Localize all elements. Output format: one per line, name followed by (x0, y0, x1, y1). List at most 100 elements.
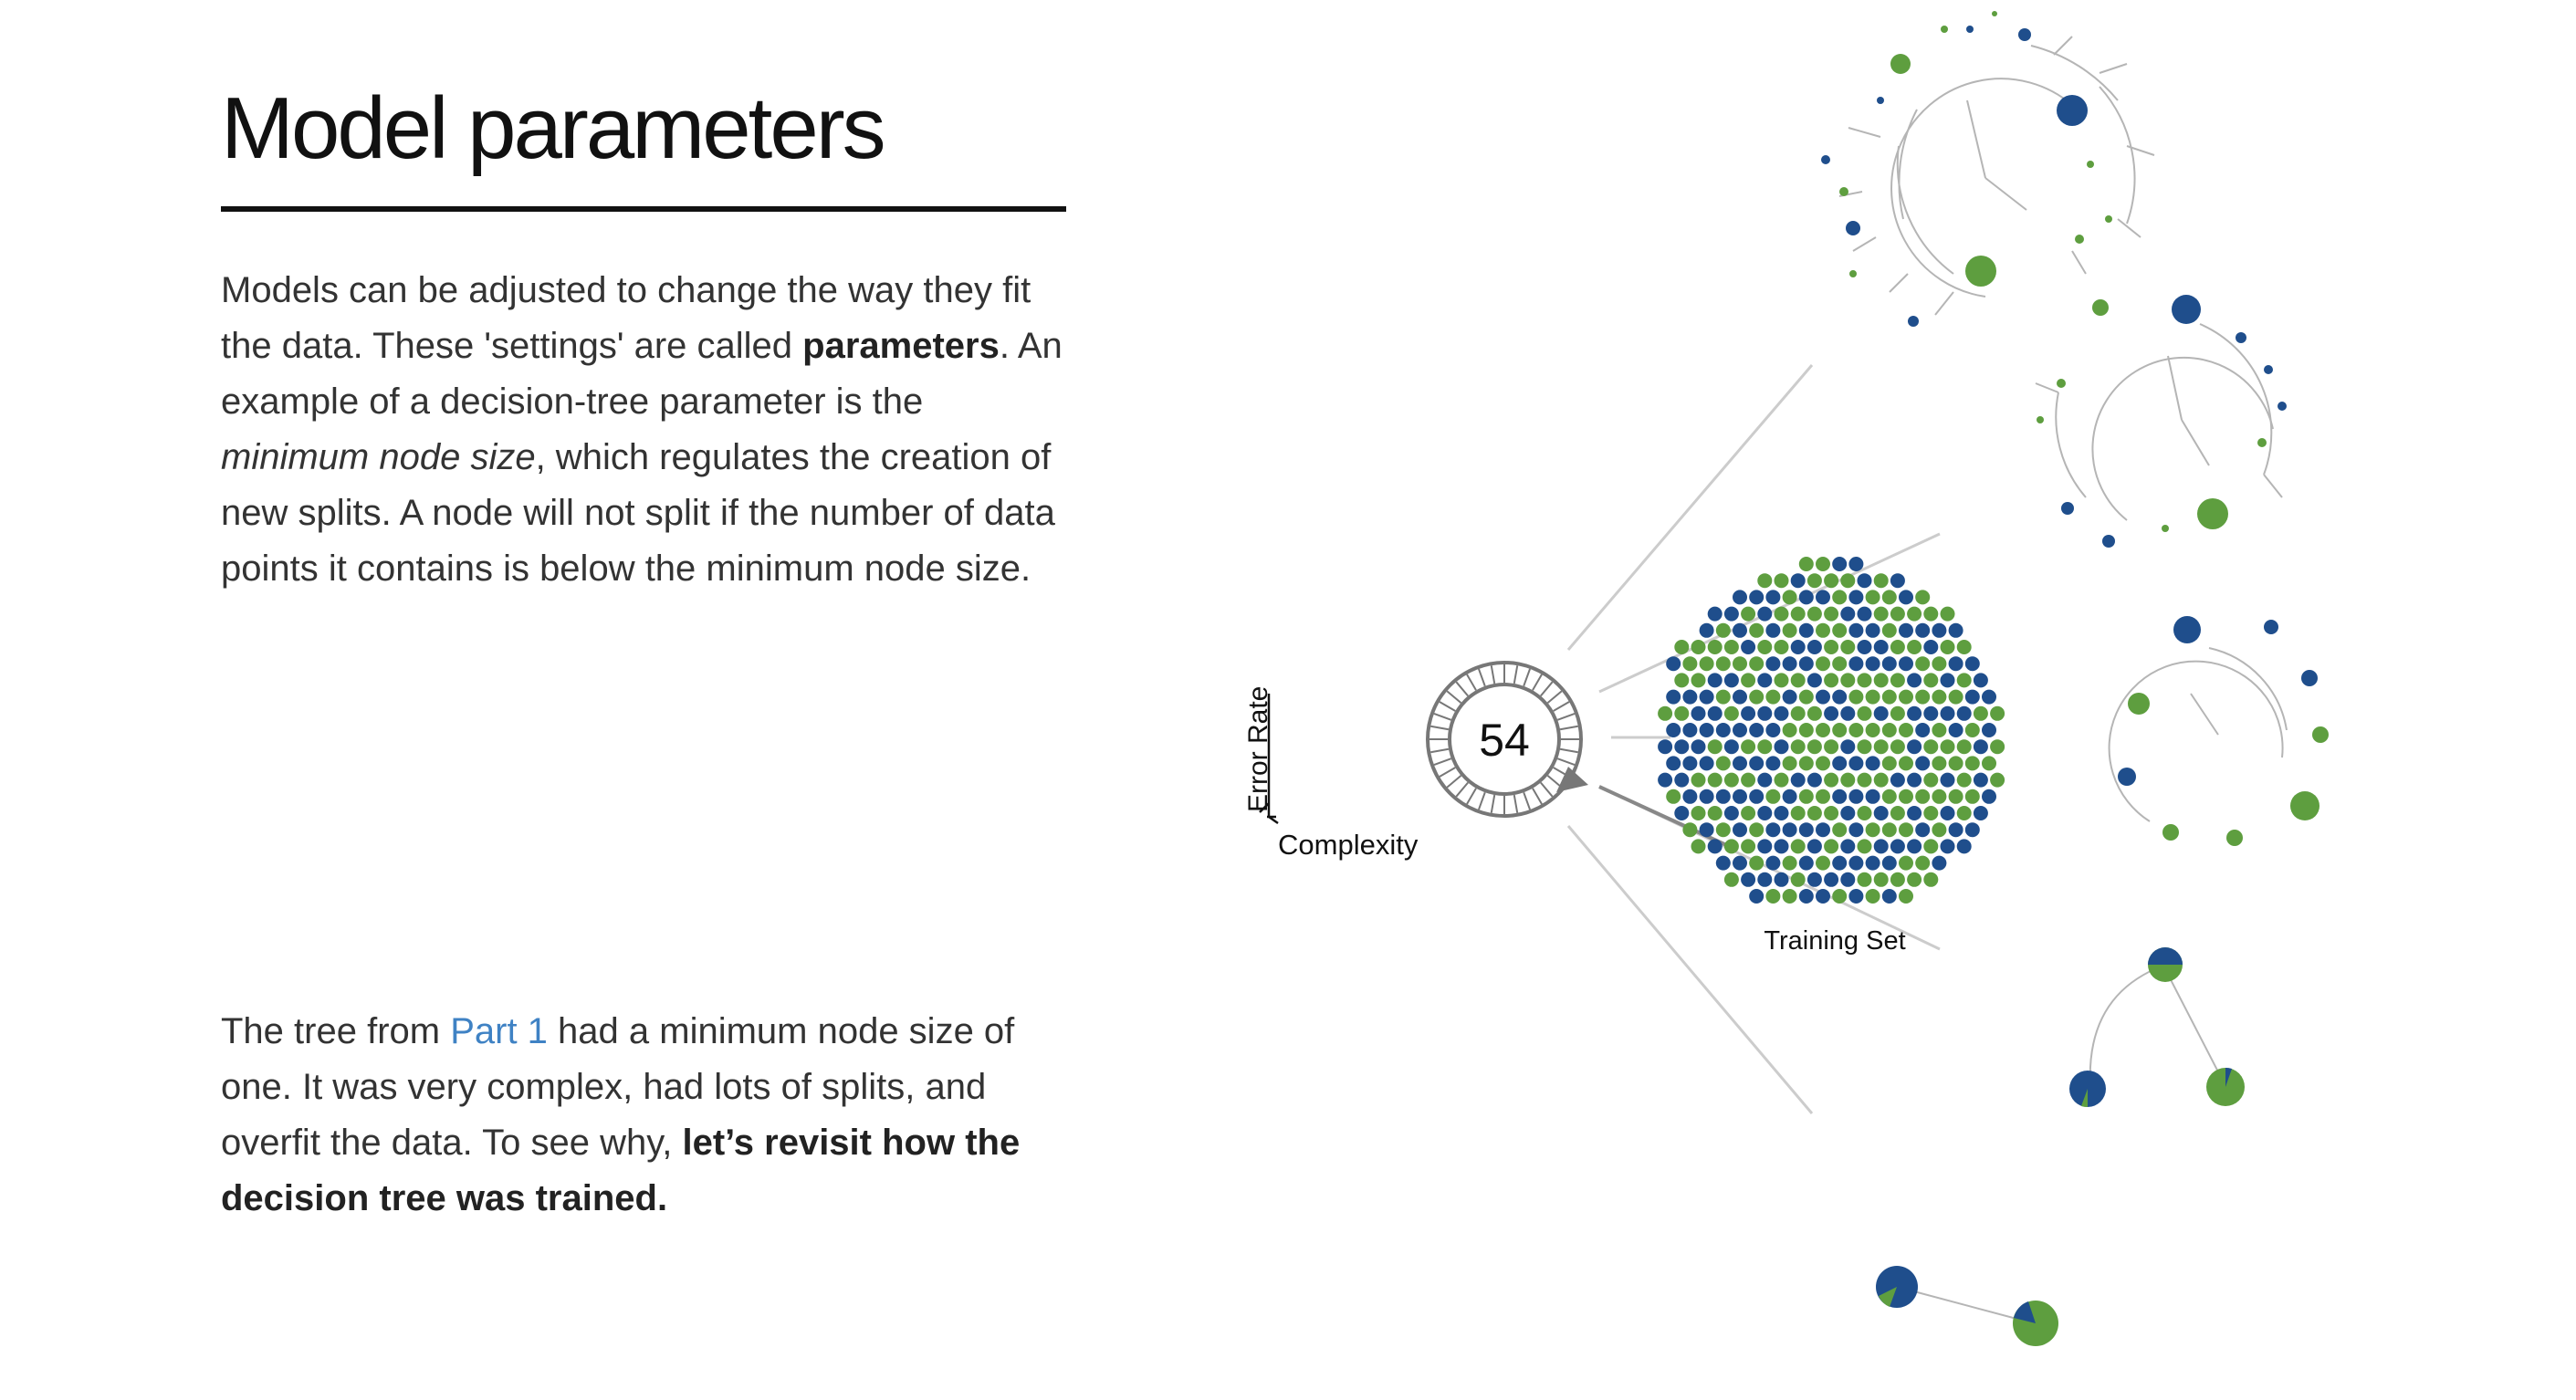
dial-tick (1513, 794, 1519, 813)
training-point (1741, 872, 1756, 887)
training-point (1715, 723, 1731, 737)
training-point (1948, 756, 1963, 771)
training-point (1674, 772, 1690, 788)
dial-outer-ring (1426, 661, 1583, 818)
dial-tick (1439, 767, 1456, 778)
training-point (1848, 689, 1864, 705)
leaf-node (2018, 28, 2031, 41)
training-point (1964, 656, 1980, 672)
training-point (1848, 723, 1864, 737)
training-point (1682, 689, 1698, 705)
training-point (1907, 806, 1922, 820)
training-point (1798, 656, 1814, 672)
intro-text-1: Models can be adjusted to change the way… (221, 270, 1031, 366)
training-point (1824, 573, 1839, 589)
root-node-slice (2148, 947, 2183, 965)
dial-tick (1490, 665, 1496, 684)
training-point (1940, 739, 1955, 755)
training-point (1674, 705, 1690, 721)
revisit-paragraph: The tree from Part 1 had a minimum node … (221, 1004, 1079, 1227)
training-point (1982, 689, 1996, 705)
tree-large (1838, 36, 2155, 316)
error-rate-label: Error Rate (1243, 686, 1273, 812)
training-point (1774, 839, 1789, 854)
dial-tick (1430, 747, 1450, 754)
training-point (1806, 673, 1822, 688)
tree-stump (1876, 1266, 2058, 1346)
training-point (1782, 656, 1797, 672)
training-point (1923, 806, 1939, 820)
training-point (1733, 622, 1747, 638)
training-point (1915, 590, 1931, 605)
training-point (1723, 640, 1739, 654)
dial-tick (1430, 725, 1450, 731)
training-point (1749, 855, 1764, 871)
training-point (1915, 689, 1931, 705)
training-point (1832, 689, 1848, 705)
training-point (1774, 573, 1789, 589)
training-point (1956, 772, 1972, 788)
leaf-node (2102, 535, 2115, 548)
training-point (1873, 806, 1889, 820)
training-point (1848, 789, 1864, 804)
dial-tick (1455, 681, 1469, 697)
training-point (1923, 872, 1939, 887)
training-point (1932, 656, 1947, 672)
training-point (1915, 656, 1931, 672)
leaf-node (2162, 525, 2169, 532)
training-point (1782, 789, 1797, 804)
training-point (1915, 622, 1931, 638)
training-point (1915, 822, 1931, 838)
training-point (1857, 705, 1872, 721)
training-point (1765, 889, 1781, 904)
training-point (1666, 656, 1681, 672)
dial-tick (1546, 690, 1563, 704)
revisit-text-2: had a minimum node size of one. It was v… (221, 1011, 1015, 1163)
training-point (1899, 590, 1913, 605)
training-point (1857, 839, 1872, 854)
parameters-term: parameters (802, 326, 1000, 366)
tree-medium (2035, 323, 2283, 521)
training-point (1907, 772, 1922, 788)
training-point (1733, 756, 1747, 771)
training-point (1699, 622, 1714, 638)
training-set-dots (1658, 557, 2005, 904)
training-point (1806, 606, 1822, 622)
leaf-node-slice (2081, 1089, 2088, 1108)
dial-tick (1433, 713, 1452, 721)
training-point (1723, 705, 1739, 721)
intro-text-2: . An example of a decision-tree paramete… (221, 326, 1063, 422)
training-point (1873, 673, 1889, 688)
training-point (1816, 557, 1830, 571)
training-point (1798, 590, 1814, 605)
training-point (1899, 723, 1913, 737)
training-point (1733, 822, 1747, 838)
dial-tick (1446, 775, 1462, 789)
training-point (1881, 822, 1897, 838)
part-1-link[interactable]: Part 1 (450, 1011, 548, 1051)
training-point (1733, 723, 1747, 737)
training-point (1691, 705, 1706, 721)
training-point (1790, 739, 1806, 755)
training-point (1765, 822, 1781, 838)
training-point (1956, 705, 1972, 721)
training-point (1964, 689, 1980, 705)
training-point (1890, 772, 1905, 788)
training-point (1699, 756, 1714, 771)
training-point (1865, 889, 1880, 904)
training-point (1757, 705, 1773, 721)
training-point (1798, 756, 1814, 771)
training-point (1848, 889, 1864, 904)
parameter-dial[interactable]: 54 (1426, 661, 1588, 818)
training-point (1757, 640, 1773, 654)
training-point (1956, 640, 1972, 654)
training-point (1816, 689, 1830, 705)
training-point (1806, 739, 1822, 755)
training-point (1749, 590, 1764, 605)
training-point (1840, 705, 1856, 721)
training-point (1824, 772, 1839, 788)
training-point (1873, 772, 1889, 788)
leaf-node-slice (1879, 1287, 1897, 1307)
training-point (1890, 673, 1905, 688)
training-point (1840, 673, 1856, 688)
